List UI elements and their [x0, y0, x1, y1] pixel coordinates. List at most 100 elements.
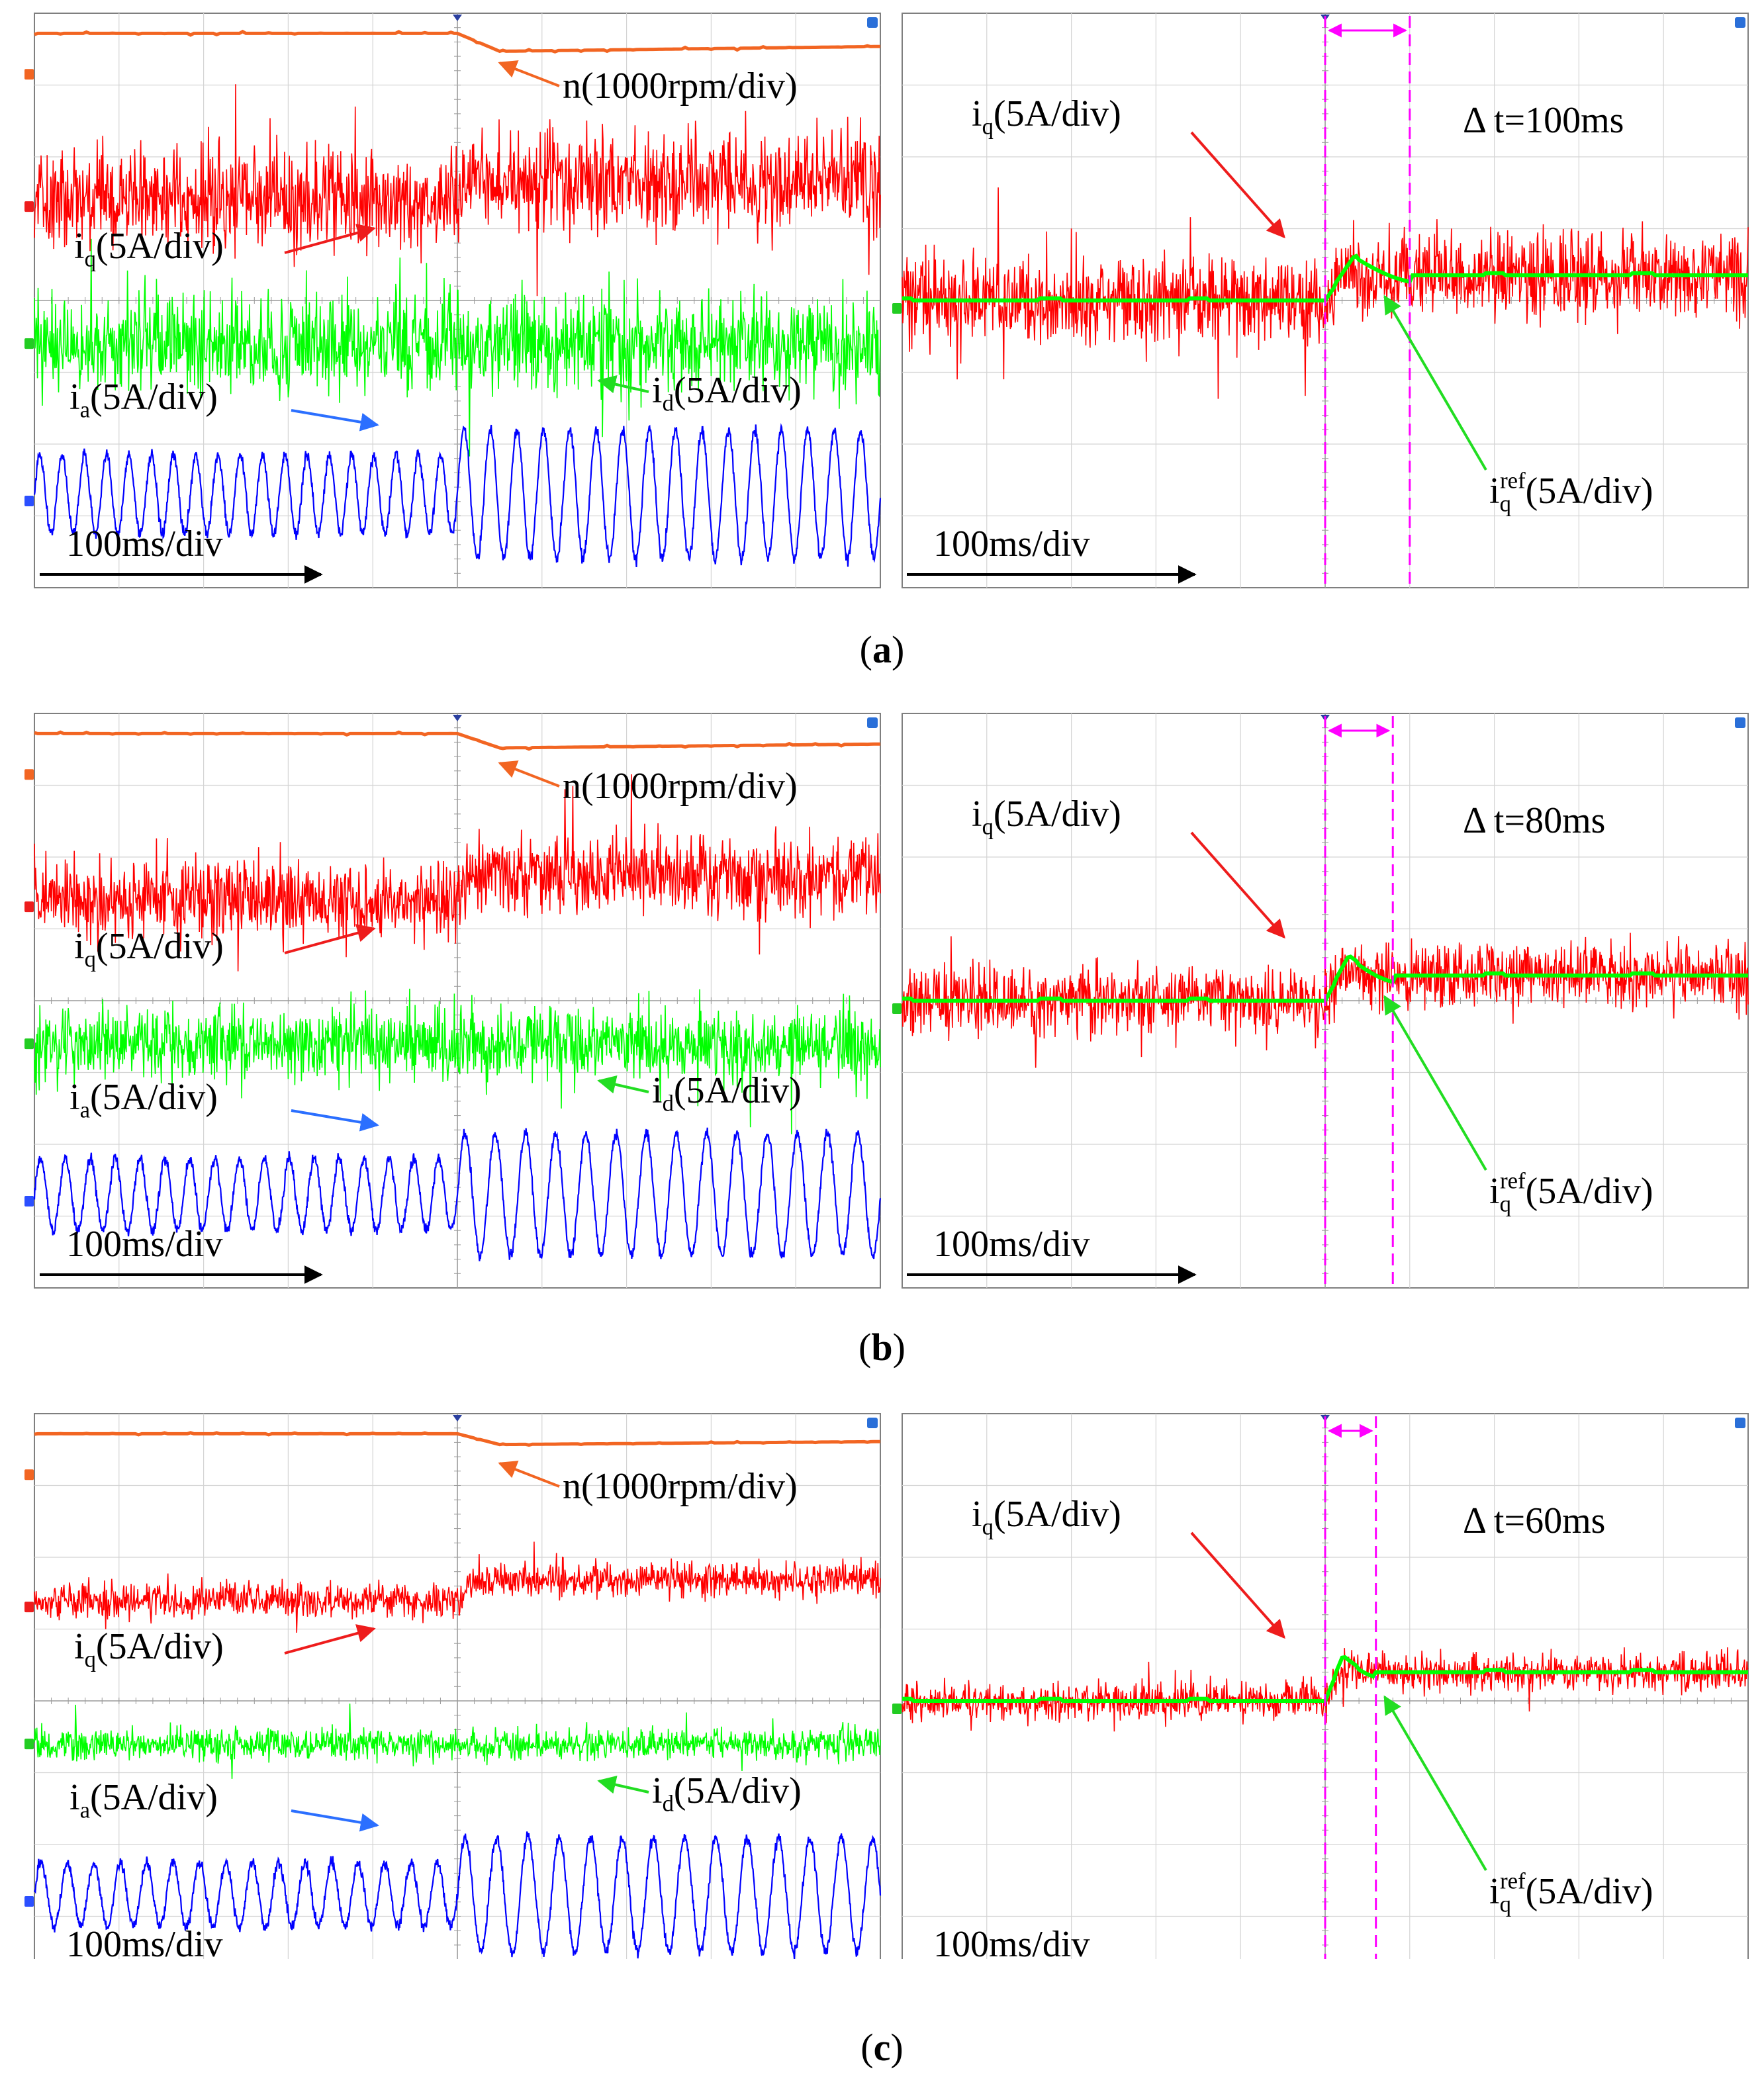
iqref-label-scale: (5A/div) — [1526, 1871, 1653, 1912]
caption-c: (c) — [860, 2026, 904, 2069]
channel-2-marker-icon — [24, 201, 34, 212]
n-label-name: n — [563, 66, 581, 107]
iq-label-subscript: q — [85, 1646, 96, 1672]
panel-a-right: Δ t=100msiq(5A/div)iqref(5A/div)100ms/di… — [892, 13, 1749, 588]
ia-arrow — [291, 409, 379, 432]
iq-label-subscript: q — [982, 113, 994, 139]
iq-label-scale: (5A/div) — [994, 1494, 1121, 1535]
id-label-subscript: d — [663, 1790, 674, 1816]
channel-2-marker-icon — [24, 1602, 34, 1613]
iqref-arrow — [1383, 1695, 1487, 1872]
iq-label: iq(5A/div) — [74, 1626, 224, 1672]
iq-label-subscript: q — [85, 946, 96, 972]
channel-3-marker-icon — [892, 1003, 902, 1014]
channel-1-marker-icon — [24, 1895, 34, 1907]
ia-label: ia(5A/div) — [70, 1777, 218, 1823]
series-ia-trace — [33, 423, 882, 567]
channel-4-marker-icon — [24, 769, 34, 780]
delta-t-label: Δ t=80ms — [1463, 800, 1605, 841]
iqref-label-subscript: q — [1500, 490, 1511, 516]
ia-label-subscript: a — [80, 396, 90, 422]
iq-label-scale: (5A/div) — [96, 1626, 224, 1667]
id-arrow — [597, 1775, 649, 1794]
iqref-label-superscript: ref — [1500, 1168, 1526, 1194]
iq-label-name: i — [972, 1494, 982, 1535]
channel-1-marker-icon — [24, 495, 34, 506]
iq-label: iq(5A/div) — [74, 226, 224, 271]
ia-label-name: i — [70, 1777, 80, 1818]
iq-arrow — [1190, 131, 1285, 239]
time-base-label: 100ms/div — [66, 1924, 222, 1959]
n-arrow — [498, 1461, 560, 1488]
oscilloscope-figure: n(1000rpm/div)iq(5A/div)id(5A/div)ia(5A/… — [24, 13, 1749, 1959]
id-label-name: i — [652, 370, 663, 411]
iq-label-name: i — [74, 226, 85, 267]
n-label-scale: (1000rpm/div) — [581, 766, 798, 807]
series-id-trace — [34, 1704, 881, 1779]
iqref-label: iqref(5A/div) — [1489, 1168, 1653, 1217]
n-arrow — [498, 760, 560, 788]
iqref-label-scale: (5A/div) — [1526, 1171, 1653, 1212]
id-label: id(5A/div) — [652, 370, 802, 416]
iq-label: iq(5A/div) — [972, 794, 1121, 839]
iqref-label-name: i — [1489, 1871, 1500, 1912]
iqref-label-superscript: ref — [1500, 468, 1526, 494]
iqref-label-superscript: ref — [1500, 1868, 1526, 1894]
time-reference-icon — [867, 17, 878, 28]
iq-label-scale: (5A/div) — [96, 226, 224, 267]
ia-label-subscript: a — [80, 1097, 90, 1122]
iq-label: iq(5A/div) — [972, 93, 1121, 139]
channel-3-marker-icon — [24, 1038, 34, 1050]
id-label: id(5A/div) — [652, 1770, 802, 1816]
channel-3-marker-icon — [892, 1704, 902, 1714]
n-label-name: n — [563, 1466, 581, 1507]
series-ia-trace — [33, 1831, 882, 1959]
caption-a-letter: a — [872, 628, 892, 671]
caption-b: (b) — [859, 1326, 905, 1369]
id-arrow — [597, 375, 649, 394]
time-reference-icon — [867, 1418, 878, 1428]
ia-arrow — [291, 1809, 379, 1832]
iq-label-name: i — [74, 1626, 85, 1667]
caption-c-letter: c — [873, 2026, 891, 2069]
iqref-label: iqref(5A/div) — [1489, 468, 1653, 517]
iq-arrow — [284, 224, 376, 254]
iqref-label-name: i — [1489, 471, 1500, 512]
iq-label: iq(5A/div) — [74, 926, 224, 972]
n-label-name: n — [563, 766, 581, 807]
channel-4-marker-icon — [24, 1469, 34, 1480]
time-base-label: 100ms/div — [66, 524, 222, 565]
delta-t-label: Δ t=100ms — [1463, 100, 1624, 141]
caption-a: (a) — [859, 628, 905, 671]
time-reference-icon — [1735, 1418, 1745, 1428]
time-base-label: 100ms/div — [66, 1224, 222, 1265]
iq-label-subscript: q — [85, 246, 96, 271]
iqref-label-subscript: q — [1500, 1891, 1511, 1917]
id-label-scale: (5A/div) — [674, 1070, 802, 1111]
series-n-trace — [34, 1431, 880, 1447]
iq-label-scale: (5A/div) — [96, 926, 224, 967]
iq-arrow — [1190, 1531, 1285, 1639]
channel-3-marker-icon — [24, 338, 34, 349]
series-iq-trace — [34, 1541, 881, 1633]
iq-arrow — [284, 924, 376, 954]
ia-label-subscript: a — [80, 1797, 90, 1823]
series-n-trace — [34, 730, 881, 751]
channel-2-marker-icon — [24, 901, 34, 913]
time-reference-icon — [867, 717, 878, 728]
time-base-label: 100ms/div — [933, 1224, 1090, 1265]
ia-label: ia(5A/div) — [70, 377, 218, 422]
id-label-name: i — [652, 1070, 663, 1111]
iqref-label: iqref(5A/div) — [1489, 1868, 1653, 1917]
series-id-trace — [34, 988, 881, 1134]
series-iq-trace — [34, 84, 881, 296]
series-n-trace — [34, 29, 880, 54]
trigger-marker-icon — [453, 1415, 462, 1422]
n-arrow — [498, 60, 560, 87]
iqref-label-scale: (5A/div) — [1526, 471, 1653, 512]
id-arrow — [597, 1075, 649, 1094]
ia-label: ia(5A/div) — [70, 1077, 218, 1122]
id-label-name: i — [652, 1770, 663, 1811]
